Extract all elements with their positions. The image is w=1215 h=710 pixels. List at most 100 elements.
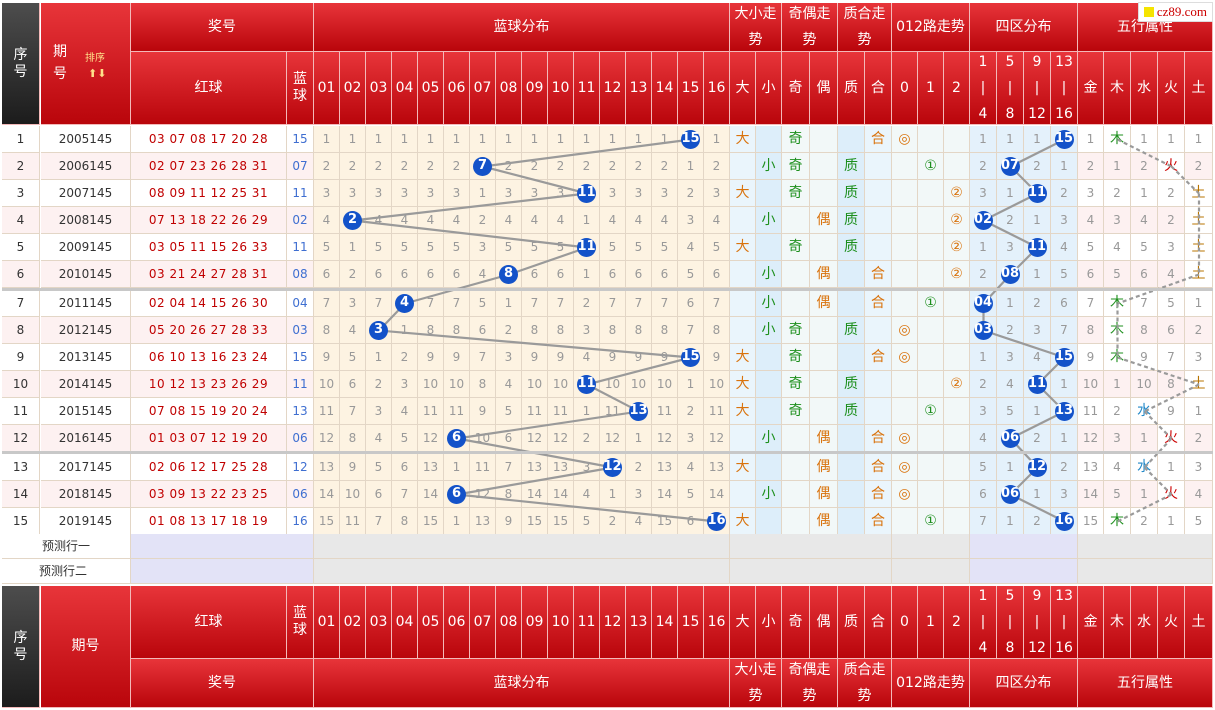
miss-cell: 6 — [444, 481, 470, 508]
mod-cell — [918, 180, 944, 207]
predict-mod[interactable] — [892, 534, 970, 559]
header-num: 01 — [314, 586, 340, 659]
miss-cell: 4 — [340, 317, 366, 344]
wuxing-cell: 土 — [1185, 371, 1213, 398]
zone-ball-marker: 16 — [1054, 511, 1074, 531]
odd-cell — [810, 371, 838, 398]
miss-cell: 4 — [496, 371, 522, 398]
wuxing-cell: 9 — [1158, 398, 1185, 425]
sort-arrows-icon[interactable]: ⬆⬇ — [88, 67, 107, 80]
zone-cell: 1 — [1051, 425, 1078, 452]
prime-cell — [865, 180, 892, 207]
zone-ball-marker: 11 — [1027, 374, 1047, 394]
miss-cell: 1 — [444, 508, 470, 535]
mod-cell: ◎ — [892, 425, 918, 452]
vchar: | — [1061, 80, 1067, 96]
predict-row-label[interactable]: 预测行二 — [2, 559, 131, 584]
sort-button[interactable]: 排序 — [85, 53, 105, 64]
miss-cell: 6 — [652, 261, 678, 288]
prime-cell: 质 — [838, 207, 865, 234]
predict-wuxing[interactable] — [1078, 534, 1213, 559]
wuxing-cell: 3 — [1078, 180, 1104, 207]
row-red-balls: 03 07 08 17 20 28 — [131, 126, 287, 153]
wuxing-cell: 9 — [1078, 344, 1104, 371]
wuxing-cell: 水 — [1131, 398, 1158, 425]
header-period[interactable]: 期号 排序 ⬆⬇ — [41, 3, 131, 125]
zone-cell: 04 — [970, 290, 997, 317]
mod-cell: ① — [918, 290, 944, 317]
header-prime-col: 合 — [865, 586, 892, 659]
wuxing-cell: 2 — [1104, 180, 1131, 207]
header-prime-col: 合 — [865, 52, 892, 125]
miss-cell: 3 — [392, 180, 418, 207]
predict-attrs[interactable] — [730, 559, 892, 584]
wuxing-cell: 4 — [1185, 481, 1213, 508]
predict-blue[interactable] — [314, 559, 730, 584]
mod-cell — [892, 207, 918, 234]
predict-red[interactable] — [131, 534, 314, 559]
odd-cell: 奇 — [782, 344, 810, 371]
miss-cell: 6 — [340, 371, 366, 398]
period-label: 期号 — [53, 44, 67, 82]
blue-ball-marker: 4 — [395, 293, 414, 313]
size-cell — [756, 508, 782, 535]
site-logo[interactable]: cz89.com — [1137, 2, 1213, 22]
zone-cell: 2 — [1051, 180, 1078, 207]
mod-cell — [918, 234, 944, 261]
miss-cell: 1 — [470, 180, 496, 207]
row-period: 2005145 — [41, 126, 131, 153]
miss-cell: 1 — [366, 344, 392, 371]
header-num: 03 — [366, 52, 392, 125]
miss-cell: 1 — [574, 261, 600, 288]
row-blue-ball: 02 — [287, 207, 314, 234]
row-blue-ball: 07 — [287, 153, 314, 180]
miss-cell: 1 — [496, 290, 522, 317]
header-num: 07 — [470, 586, 496, 659]
zone-cell: 1 — [970, 344, 997, 371]
blue-ball-marker: 11 — [577, 183, 596, 203]
mod-cell: ◎ — [892, 126, 918, 153]
wuxing-cell: 1 — [1104, 153, 1131, 180]
odd-cell: 偶 — [810, 425, 838, 452]
size-cell: 小 — [756, 317, 782, 344]
size-cell — [730, 153, 756, 180]
predict-mod[interactable] — [892, 559, 970, 584]
zone-ball-marker: 15 — [1054, 129, 1074, 149]
row-seq: 5 — [2, 234, 40, 261]
wuxing-cell: 2 — [1131, 153, 1158, 180]
predict-zone[interactable] — [970, 559, 1078, 584]
predict-row-label[interactable]: 预测行一 — [2, 534, 131, 559]
miss-cell: 7 — [470, 153, 496, 180]
prime-cell: 质 — [838, 317, 865, 344]
header-num: 04 — [392, 52, 418, 125]
miss-cell: 6 — [444, 261, 470, 288]
predict-wuxing[interactable] — [1078, 559, 1213, 584]
header-num: 12 — [600, 52, 626, 125]
predict-blue[interactable] — [314, 534, 730, 559]
row-period: 2007145 — [41, 180, 131, 207]
header-mod-col: 0 — [892, 52, 918, 125]
row-red-balls: 02 04 14 15 26 30 — [131, 290, 287, 317]
wuxing-cell: 木 — [1104, 290, 1131, 317]
miss-cell: 1 — [418, 126, 444, 153]
wuxing-cell: 14 — [1078, 481, 1104, 508]
mod-cell: ② — [944, 234, 970, 261]
miss-cell: 4 — [548, 207, 574, 234]
header-num: 09 — [522, 52, 548, 125]
wuxing-cell: 火 — [1158, 153, 1185, 180]
miss-cell: 1 — [626, 425, 652, 452]
zone-cell: 1 — [1051, 371, 1078, 398]
mod-cell: ① — [918, 508, 944, 535]
miss-cell: 2 — [574, 425, 600, 452]
predict-attrs[interactable] — [730, 534, 892, 559]
mod-cell — [892, 508, 918, 535]
predict-zone[interactable] — [970, 534, 1078, 559]
miss-cell: 5 — [678, 261, 704, 288]
zone-cell: 1 — [970, 234, 997, 261]
miss-cell: 3 — [626, 180, 652, 207]
miss-cell: 10 — [340, 481, 366, 508]
predict-red[interactable] — [131, 559, 314, 584]
miss-cell: 10 — [522, 371, 548, 398]
size-cell: 小 — [756, 207, 782, 234]
miss-cell: 2 — [392, 153, 418, 180]
